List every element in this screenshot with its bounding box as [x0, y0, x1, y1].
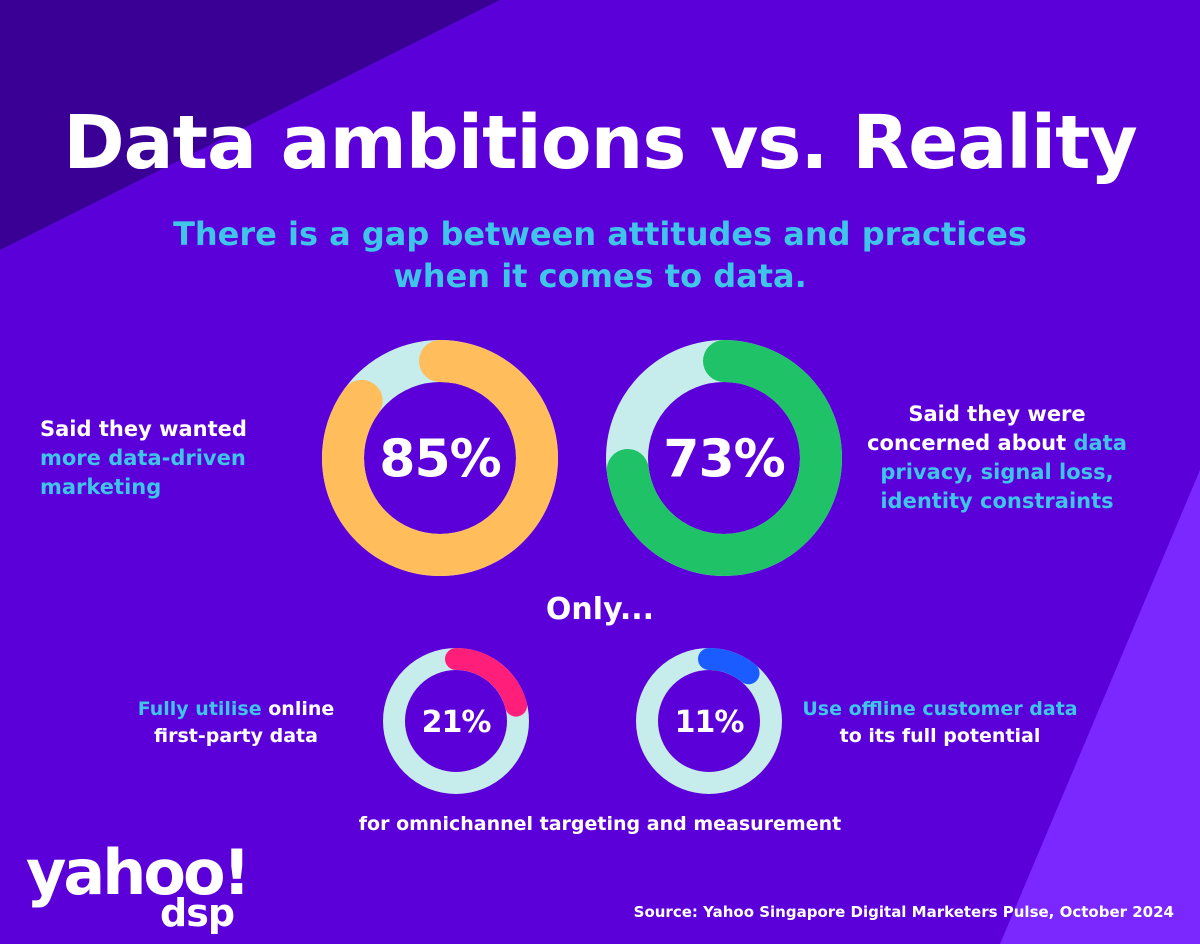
- donut-2: 73%: [606, 340, 842, 576]
- label-offline-plain: to its full potential: [839, 725, 1041, 747]
- label-more-data-driven-highlight: more data-driven marketing: [40, 446, 246, 499]
- logo-yahoo: yahoo!: [26, 836, 251, 909]
- label-concerned-plain: Said they were concerned about: [867, 402, 1086, 455]
- donut-2-value-label: 73%: [663, 430, 784, 490]
- yahoo-dsp-logo: yahoo! dsp: [26, 842, 256, 942]
- donut-4: 11%: [636, 648, 782, 794]
- only-label: Only...: [545, 592, 655, 627]
- donut-1-arc: [322, 340, 558, 576]
- label-offline-customer: Use offline customer data to its full po…: [800, 696, 1080, 750]
- label-online-first-party: Fully utilise online first-party data: [112, 696, 360, 750]
- donut-4-value-label: 11%: [675, 705, 745, 740]
- footnote: for omnichannel targeting and measuremen…: [358, 813, 842, 835]
- logo-dsp: dsp: [160, 891, 235, 935]
- page-title: Data ambitions vs. Reality: [63, 100, 1138, 186]
- donut-2-arc: [606, 340, 842, 576]
- donut-1-value-label: 85%: [379, 430, 500, 490]
- label-offline-highlight: Use offline customer data: [802, 698, 1078, 720]
- donut-1: 85%: [322, 340, 558, 576]
- label-concerned-highlight: data privacy, signal loss, identity cons…: [880, 431, 1127, 513]
- label-concerned: Said they were concerned about data priv…: [862, 400, 1132, 516]
- source-note: Source: Yahoo Singapore Digital Marketer…: [633, 903, 1174, 921]
- label-online-plain: online first-party data: [154, 698, 335, 747]
- label-more-data-driven: Said they wanted more data-driven market…: [40, 415, 310, 502]
- label-online-highlight: Fully utilise: [137, 698, 262, 720]
- donut-3: 21%: [383, 648, 529, 794]
- page-subtitle: There is a gap between attitudes and pra…: [173, 215, 1027, 295]
- donut-3-arc: [383, 648, 529, 794]
- donut-4-arc: [636, 648, 782, 794]
- label-more-data-driven-plain: Said they wanted: [40, 417, 247, 441]
- donut-3-value-label: 21%: [422, 705, 492, 740]
